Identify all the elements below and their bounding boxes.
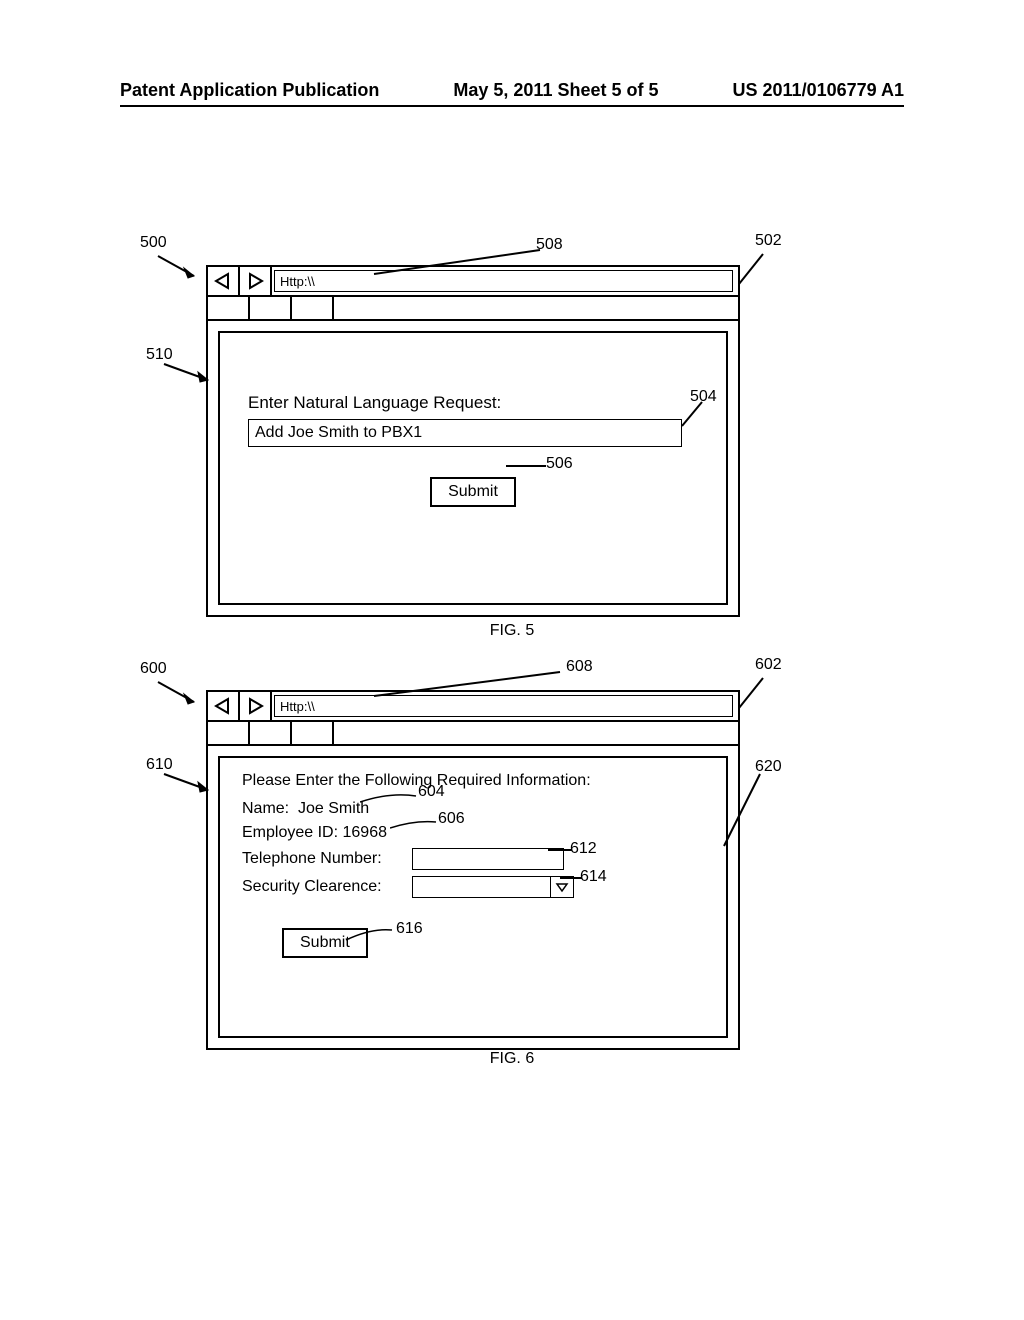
submit-button[interactable]: Submit — [430, 477, 516, 507]
tab-row — [208, 297, 738, 321]
tab[interactable] — [208, 722, 250, 744]
ref-500: 500 — [140, 234, 167, 252]
tab-row — [208, 722, 738, 746]
nl-request-label: Enter Natural Language Request: — [248, 393, 698, 413]
address-text: Http:\\ — [280, 274, 315, 289]
content-panel-fig6: Please Enter the Following Required Info… — [218, 756, 728, 1038]
header-left: Patent Application Publication — [120, 80, 379, 101]
ref-602: 602 — [755, 656, 782, 674]
tab[interactable] — [292, 722, 334, 744]
header-center: May 5, 2011 Sheet 5 of 5 — [453, 80, 658, 101]
employee-id-label: Employee ID: 16968 — [242, 824, 412, 842]
header-right: US 2011/0106779 A1 — [733, 80, 904, 101]
telephone-label: Telephone Number: — [242, 850, 412, 868]
security-clearance-select[interactable] — [412, 876, 574, 898]
ref-608: 608 — [566, 658, 593, 676]
tab[interactable] — [250, 297, 292, 319]
ref-506: 506 — [546, 455, 573, 473]
figure-caption-6: FIG. 6 — [0, 1050, 1024, 1068]
back-button[interactable] — [208, 267, 240, 295]
tab[interactable] — [250, 722, 292, 744]
ref-612: 612 — [570, 840, 597, 858]
form-heading: Please Enter the Following Required Info… — [242, 772, 704, 790]
page-header: Patent Application Publication May 5, 20… — [120, 80, 904, 107]
telephone-input[interactable] — [412, 848, 564, 870]
forward-button[interactable] — [240, 267, 272, 295]
back-button[interactable] — [208, 692, 240, 720]
tab[interactable] — [208, 297, 250, 319]
ref-606: 606 — [438, 810, 465, 828]
figure-caption-5: FIG. 5 — [0, 622, 1024, 640]
tab[interactable] — [292, 297, 334, 319]
browser-window-fig5: Http:\\ Enter Natural Language Request: … — [206, 265, 740, 617]
browser-window-fig6: Http:\\ Please Enter the Following Requi… — [206, 690, 740, 1050]
ref-600: 600 — [140, 660, 167, 678]
security-label: Security Clearence: — [242, 878, 412, 896]
address-text: Http:\\ — [280, 699, 315, 714]
chevron-down-icon — [550, 877, 573, 897]
forward-button[interactable] — [240, 692, 272, 720]
ref-614: 614 — [580, 868, 607, 886]
ref-604: 604 — [418, 783, 445, 801]
ref-502: 502 — [755, 232, 782, 250]
ref-616: 616 — [396, 920, 423, 938]
nl-request-input[interactable]: Add Joe Smith to PBX1 — [248, 419, 682, 447]
content-panel-fig5: Enter Natural Language Request: Add Joe … — [218, 331, 728, 605]
